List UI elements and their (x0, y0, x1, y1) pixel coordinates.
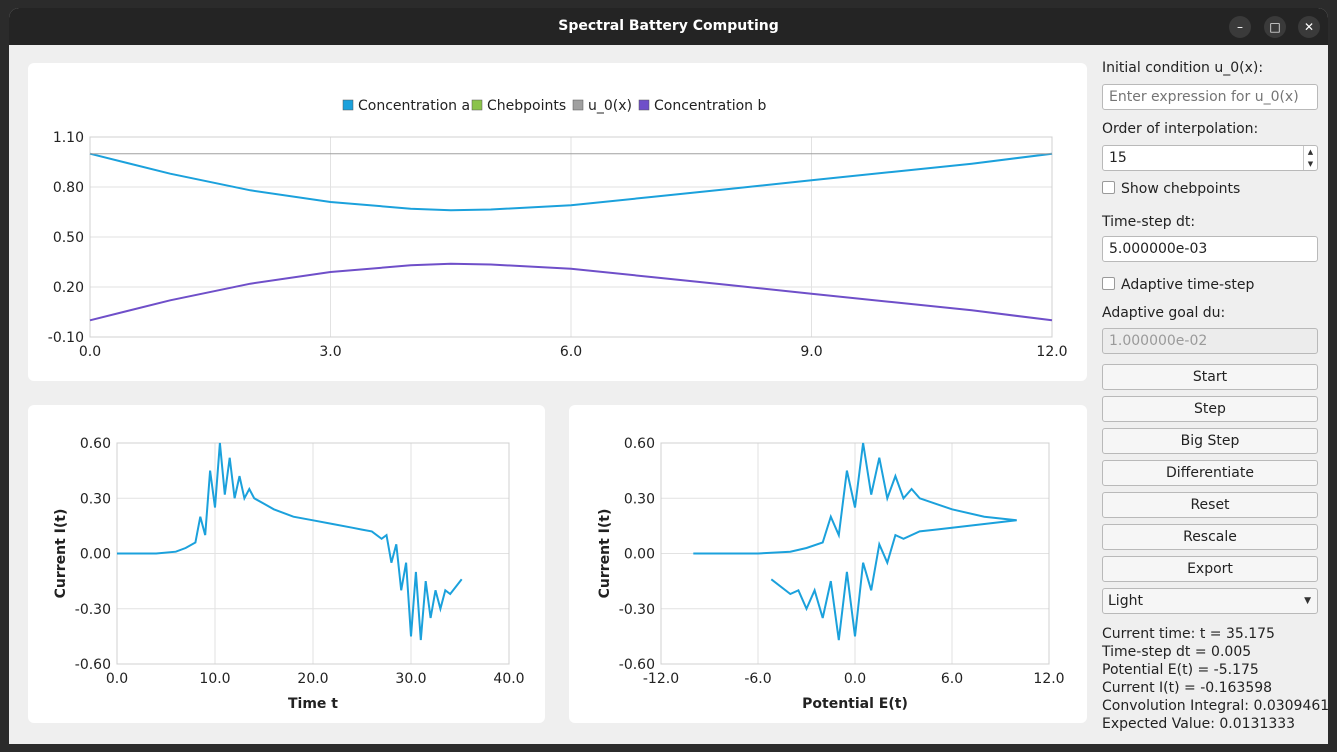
info-current: Current I(t) = -0.163598 (1102, 680, 1273, 696)
show-chebpoints-label: Show chebpoints (1121, 181, 1241, 197)
concentration-chart-panel: 0.0 3.0 6.0 9.0 12.0 1.10 0.80 0.50 0.20 -0.10 Con… (28, 63, 1087, 381)
theme-select[interactable]: Light ▼ (1102, 588, 1318, 614)
step-button[interactable]: Step (1102, 396, 1318, 422)
plot-area (660, 442, 1050, 665)
timestep-input[interactable]: 5.000000e-03 (1102, 236, 1318, 262)
legend-swatch (342, 99, 354, 111)
timestep-label: Time-step dt: (1102, 214, 1196, 230)
theme-value: Light (1108, 593, 1143, 609)
y-tick-label: -0.10 (48, 330, 84, 346)
x-axis-label: Time t (288, 696, 338, 712)
y-tick-label: 0.50 (53, 230, 84, 246)
order-stepper[interactable]: 15 ▲ ▼ (1102, 145, 1318, 171)
legend-swatch (471, 99, 483, 111)
y-tick-label: -0.30 (75, 602, 111, 618)
window-title: Spectral Battery Computing (558, 18, 779, 34)
adaptive-timestep-label: Adaptive time-step (1121, 277, 1255, 293)
legend-swatch (638, 99, 650, 111)
y-tick-label: 0.20 (53, 280, 84, 296)
y-tick-label: 0.60 (624, 436, 655, 452)
y-tick-label: 0.30 (80, 491, 111, 507)
current-potential-chart: -12.0 -6.0 0.0 6.0 12.0 0.60 0.30 0.00 -0.30 -0.6… (597, 436, 1065, 712)
legend-swatch (572, 99, 584, 111)
x-tick-label: 10.0 (199, 671, 230, 687)
y-axis-label: Current I(t) (53, 509, 69, 599)
x-tick-label: -6.0 (744, 671, 771, 687)
series-line (117, 442, 463, 641)
y-tick-label: 0.30 (624, 491, 655, 507)
plot-area (89, 136, 1053, 338)
y-tick-label: 0.00 (80, 547, 111, 563)
legend-entry: u_0(x) (588, 98, 632, 114)
order-value: 15 (1109, 150, 1127, 166)
adaptive-goal-input: 1.000000e-02 (1102, 328, 1318, 354)
adaptive-goal-value: 1.000000e-02 (1109, 333, 1208, 349)
close-icon[interactable]: ✕ (1298, 16, 1320, 38)
legend-entry: Concentration b (654, 98, 766, 114)
differentiate-button[interactable]: Differentiate (1102, 460, 1318, 486)
order-label: Order of interpolation: (1102, 121, 1259, 137)
export-button[interactable]: Export (1102, 556, 1318, 582)
x-tick-label: 0.0 (79, 344, 101, 360)
maximize-icon[interactable]: □ (1264, 16, 1286, 38)
show-chebpoints-checkbox[interactable]: Show chebpoints (1102, 181, 1240, 197)
x-axis-label: Potential E(t) (802, 696, 908, 712)
series-line (89, 152, 1053, 212)
legend-entry: Chebpoints (487, 98, 566, 114)
initial-condition-input[interactable] (1102, 84, 1318, 110)
y-tick-label: 1.10 (53, 130, 84, 146)
y-tick-label: 0.80 (53, 180, 84, 196)
current-time-chart-panel: 0.0 10.0 20.0 30.0 40.0 0.60 0.30 0.00 -0.30 -0.6… (28, 405, 545, 723)
big-step-button[interactable]: Big Step (1102, 428, 1318, 454)
timestep-value: 5.000000e-03 (1109, 241, 1208, 257)
info-convolution: Convolution Integral: 0.0309461 (1102, 698, 1328, 714)
reset-button[interactable]: Reset (1102, 492, 1318, 518)
info-current-time: Current time: t = 35.175 (1102, 626, 1275, 642)
title-bar: Spectral Battery Computing – □ ✕ (9, 8, 1328, 45)
x-tick-label: 0.0 (106, 671, 128, 687)
y-tick-label: 0.00 (624, 547, 655, 563)
concentration-chart: 0.0 3.0 6.0 9.0 12.0 1.10 0.80 0.50 0.20 -0.10 Con… (48, 98, 1068, 360)
current-potential-chart-panel: -12.0 -6.0 0.0 6.0 12.0 0.60 0.30 0.00 -0.30 -0.6… (569, 405, 1087, 723)
x-tick-label: 9.0 (800, 344, 822, 360)
x-tick-label: 20.0 (297, 671, 328, 687)
adaptive-goal-label: Adaptive goal du: (1102, 305, 1226, 321)
y-tick-label: -0.60 (619, 657, 655, 673)
series-line (89, 262, 1053, 322)
x-tick-label: 6.0 (560, 344, 582, 360)
checkbox-icon (1102, 277, 1115, 290)
app-window: Spectral Battery Computing – □ ✕ 0.0 3.0 6… (9, 8, 1328, 744)
series-line (693, 442, 1017, 641)
rescale-button[interactable]: Rescale (1102, 524, 1318, 550)
x-tick-label: 0.0 (844, 671, 866, 687)
y-tick-label: -0.60 (75, 657, 111, 673)
initial-condition-label: Initial condition u_0(x): (1102, 60, 1264, 76)
x-tick-label: 30.0 (395, 671, 426, 687)
info-potential: Potential E(t) = -5.175 (1102, 662, 1259, 678)
x-tick-label: 12.0 (1033, 671, 1064, 687)
current-time-chart: 0.0 10.0 20.0 30.0 40.0 0.60 0.30 0.00 -0.30 -0.6… (53, 436, 525, 712)
chevron-down-icon: ▼ (1304, 596, 1311, 606)
info-timestep: Time-step dt = 0.005 (1102, 644, 1252, 660)
info-expected-value: Expected Value: 0.0131333 (1102, 716, 1296, 732)
y-axis-label: Current I(t) (597, 509, 613, 599)
adaptive-timestep-checkbox[interactable]: Adaptive time-step (1102, 277, 1254, 293)
y-tick-label: 0.60 (80, 436, 111, 452)
spin-arrows-icon[interactable]: ▲ ▼ (1303, 146, 1317, 170)
minimize-icon[interactable]: – (1229, 16, 1251, 38)
checkbox-icon (1102, 181, 1115, 194)
x-tick-label: 40.0 (493, 671, 524, 687)
start-button[interactable]: Start (1102, 364, 1318, 390)
y-tick-label: -0.30 (619, 602, 655, 618)
legend-entry: Concentration a (358, 98, 470, 114)
x-tick-label: 3.0 (319, 344, 341, 360)
x-tick-label: 6.0 (941, 671, 963, 687)
x-tick-label: 12.0 (1036, 344, 1067, 360)
x-tick-label: -12.0 (643, 671, 679, 687)
